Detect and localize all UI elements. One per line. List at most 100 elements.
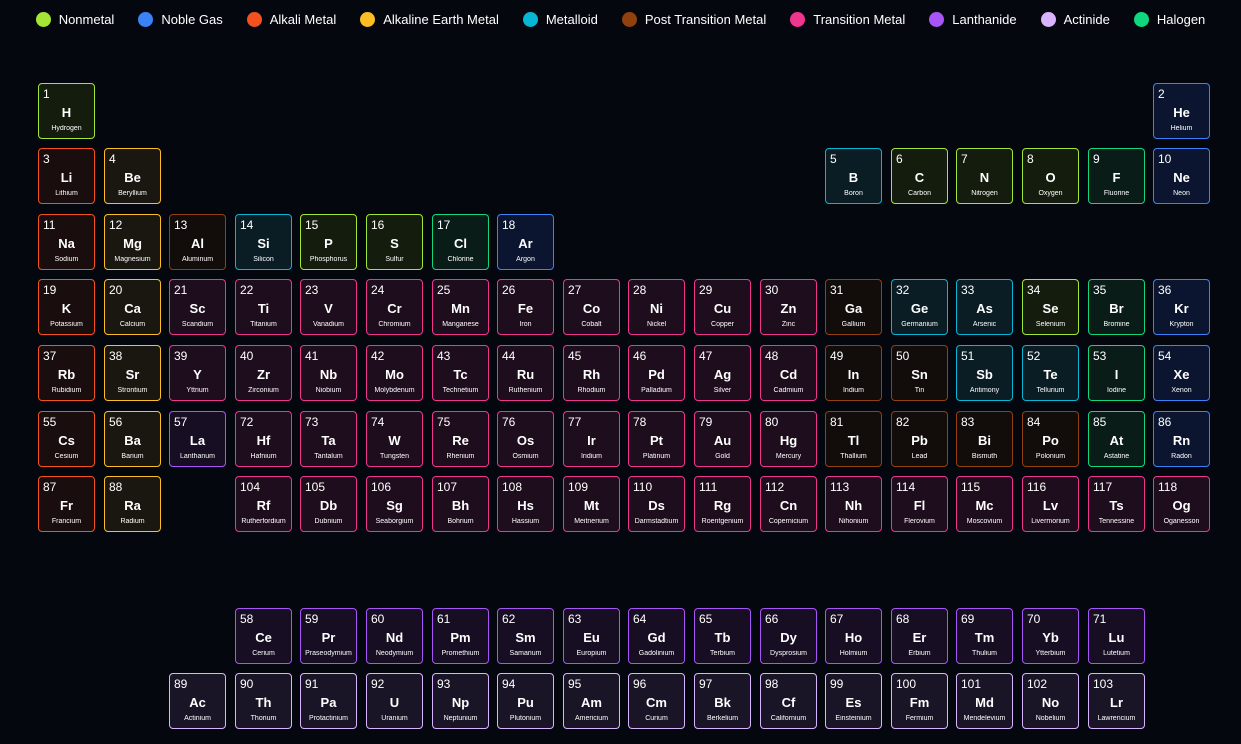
element-cell-ge[interactable]: 32 Ge Germanium (891, 279, 948, 335)
element-cell-si[interactable]: 14 Si Silicon (235, 214, 292, 270)
element-cell-ts[interactable]: 117 Ts Tennessine (1088, 476, 1145, 532)
element-cell-la[interactable]: 57 La Lanthanum (169, 411, 226, 467)
element-cell-pu[interactable]: 94 Pu Plutonium (497, 673, 554, 729)
element-cell-md[interactable]: 101 Md Mendelevium (956, 673, 1013, 729)
element-cell-tl[interactable]: 81 Tl Thallium (825, 411, 882, 467)
element-cell-yb[interactable]: 70 Yb Ytterbium (1022, 608, 1079, 664)
element-cell-sn[interactable]: 50 Sn Tin (891, 345, 948, 401)
element-cell-mg[interactable]: 12 Mg Magnesium (104, 214, 161, 270)
element-cell-rf[interactable]: 104 Rf Rutherfordium (235, 476, 292, 532)
element-cell-s[interactable]: 16 S Sulfur (366, 214, 423, 270)
legend-item-halogen[interactable]: Halogen (1133, 11, 1205, 27)
legend-item-noble[interactable]: Noble Gas (138, 11, 223, 27)
legend-item-nonmetal[interactable]: Nonmetal (35, 11, 114, 27)
element-cell-hg[interactable]: 80 Hg Mercury (760, 411, 817, 467)
element-cell-b[interactable]: 5 B Boron (825, 148, 882, 204)
element-cell-rb[interactable]: 37 Rb Rubidium (38, 345, 95, 401)
element-cell-er[interactable]: 68 Er Erbium (891, 608, 948, 664)
legend-item-actinide[interactable]: Actinide (1040, 11, 1110, 27)
element-cell-rh[interactable]: 45 Rh Rhodium (563, 345, 620, 401)
element-cell-k[interactable]: 19 K Potassium (38, 279, 95, 335)
element-cell-hs[interactable]: 108 Hs Hassium (497, 476, 554, 532)
element-cell-bh[interactable]: 107 Bh Bohrium (432, 476, 489, 532)
element-cell-sc[interactable]: 21 Sc Scandium (169, 279, 226, 335)
element-cell-tb[interactable]: 65 Tb Terbium (694, 608, 751, 664)
element-cell-ne[interactable]: 10 Ne Neon (1153, 148, 1210, 204)
element-cell-sg[interactable]: 106 Sg Seaborgium (366, 476, 423, 532)
element-cell-ds[interactable]: 110 Ds Darmstadtium (628, 476, 685, 532)
element-cell-pb[interactable]: 82 Pb Lead (891, 411, 948, 467)
element-cell-br[interactable]: 35 Br Bromine (1088, 279, 1145, 335)
element-cell-ca[interactable]: 20 Ca Calcium (104, 279, 161, 335)
element-cell-kr[interactable]: 36 Kr Krypton (1153, 279, 1210, 335)
element-cell-pr[interactable]: 59 Pr Praseodymium (300, 608, 357, 664)
element-cell-nb[interactable]: 41 Nb Niobium (300, 345, 357, 401)
element-cell-dy[interactable]: 66 Dy Dysprosium (760, 608, 817, 664)
element-cell-cm[interactable]: 96 Cm Curium (628, 673, 685, 729)
element-cell-ra[interactable]: 88 Ra Radium (104, 476, 161, 532)
element-cell-lv[interactable]: 116 Lv Livermorium (1022, 476, 1079, 532)
element-cell-eu[interactable]: 63 Eu Europium (563, 608, 620, 664)
element-cell-nh[interactable]: 113 Nh Nihonium (825, 476, 882, 532)
element-cell-cf[interactable]: 98 Cf Californium (760, 673, 817, 729)
element-cell-os[interactable]: 76 Os Osmium (497, 411, 554, 467)
element-cell-h[interactable]: 1 H Hydrogen (38, 83, 95, 139)
element-cell-th[interactable]: 90 Th Thorium (235, 673, 292, 729)
element-cell-nd[interactable]: 60 Nd Neodymium (366, 608, 423, 664)
element-cell-co[interactable]: 27 Co Cobalt (563, 279, 620, 335)
element-cell-p[interactable]: 15 P Phosphorus (300, 214, 357, 270)
element-cell-hf[interactable]: 72 Hf Hafnium (235, 411, 292, 467)
element-cell-pt[interactable]: 78 Pt Platinum (628, 411, 685, 467)
element-cell-zn[interactable]: 30 Zn Zinc (760, 279, 817, 335)
legend-item-alkali[interactable]: Alkali Metal (246, 11, 336, 27)
element-cell-ni[interactable]: 28 Ni Nickel (628, 279, 685, 335)
element-cell-cl[interactable]: 17 Cl Chlorine (432, 214, 489, 270)
element-cell-ta[interactable]: 73 Ta Tantalum (300, 411, 357, 467)
element-cell-pa[interactable]: 91 Pa Protactinium (300, 673, 357, 729)
element-cell-xe[interactable]: 54 Xe Xenon (1153, 345, 1210, 401)
element-cell-u[interactable]: 92 U Uranium (366, 673, 423, 729)
element-cell-o[interactable]: 8 O Oxygen (1022, 148, 1079, 204)
element-cell-na[interactable]: 11 Na Sodium (38, 214, 95, 270)
element-cell-y[interactable]: 39 Y Yttrium (169, 345, 226, 401)
element-cell-fm[interactable]: 100 Fm Fermium (891, 673, 948, 729)
element-cell-pm[interactable]: 61 Pm Promethium (432, 608, 489, 664)
element-cell-ho[interactable]: 67 Ho Holmium (825, 608, 882, 664)
element-cell-be[interactable]: 4 Be Beryllium (104, 148, 161, 204)
element-cell-he[interactable]: 2 He Helium (1153, 83, 1210, 139)
element-cell-ar[interactable]: 18 Ar Argon (497, 214, 554, 270)
element-cell-te[interactable]: 52 Te Tellurium (1022, 345, 1079, 401)
element-cell-mt[interactable]: 109 Mt Meitnerium (563, 476, 620, 532)
element-cell-rg[interactable]: 111 Rg Roentgenium (694, 476, 751, 532)
element-cell-sr[interactable]: 38 Sr Strontium (104, 345, 161, 401)
element-cell-zr[interactable]: 40 Zr Zirconium (235, 345, 292, 401)
element-cell-mn[interactable]: 25 Mn Manganese (432, 279, 489, 335)
element-cell-c[interactable]: 6 C Carbon (891, 148, 948, 204)
element-cell-ti[interactable]: 22 Ti Titanium (235, 279, 292, 335)
element-cell-no[interactable]: 102 No Nobelium (1022, 673, 1079, 729)
legend-item-alkaline[interactable]: Alkaline Earth Metal (360, 11, 499, 27)
element-cell-rn[interactable]: 86 Rn Radon (1153, 411, 1210, 467)
legend-item-post[interactable]: Post Transition Metal (621, 11, 766, 27)
element-cell-ac[interactable]: 89 Ac Actinium (169, 673, 226, 729)
legend-item-lanthanide[interactable]: Lanthanide (929, 11, 1017, 27)
element-cell-tm[interactable]: 69 Tm Thulium (956, 608, 1013, 664)
element-cell-cr[interactable]: 24 Cr Chromium (366, 279, 423, 335)
element-cell-i[interactable]: 53 I Iodine (1088, 345, 1145, 401)
element-cell-n[interactable]: 7 N Nitrogen (956, 148, 1013, 204)
element-cell-lu[interactable]: 71 Lu Lutetium (1088, 608, 1145, 664)
element-cell-fl[interactable]: 114 Fl Flerovium (891, 476, 948, 532)
element-cell-bk[interactable]: 97 Bk Berkelium (694, 673, 751, 729)
element-cell-am[interactable]: 95 Am Americium (563, 673, 620, 729)
element-cell-sb[interactable]: 51 Sb Antimony (956, 345, 1013, 401)
element-cell-np[interactable]: 93 Np Neptunium (432, 673, 489, 729)
element-cell-in[interactable]: 49 In Indium (825, 345, 882, 401)
element-cell-ru[interactable]: 44 Ru Ruthenium (497, 345, 554, 401)
element-cell-ag[interactable]: 47 Ag Silver (694, 345, 751, 401)
element-cell-mo[interactable]: 42 Mo Molybdenum (366, 345, 423, 401)
element-cell-es[interactable]: 99 Es Einsteinium (825, 673, 882, 729)
element-cell-au[interactable]: 79 Au Gold (694, 411, 751, 467)
element-cell-al[interactable]: 13 Al Aluminum (169, 214, 226, 270)
element-cell-tc[interactable]: 43 Tc Technetium (432, 345, 489, 401)
element-cell-cs[interactable]: 55 Cs Cesium (38, 411, 95, 467)
